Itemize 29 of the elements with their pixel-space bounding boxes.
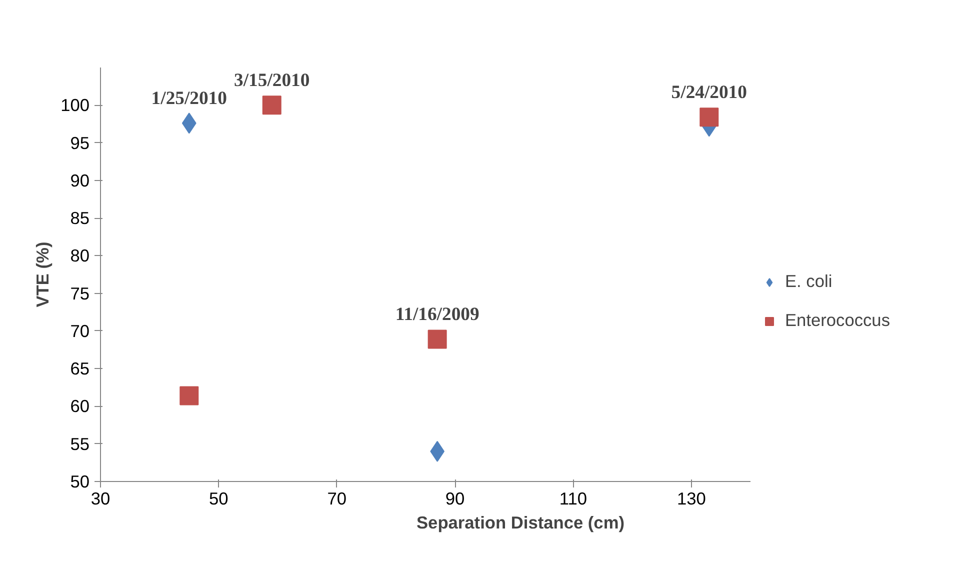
y-tick-label: 60 [70, 396, 90, 416]
x-tick-label: 130 [676, 488, 706, 508]
point [262, 96, 282, 115]
legend-label: Enterococcus [785, 310, 890, 331]
x-tick-label: 30 [90, 488, 110, 508]
x-axis-title: Separation Distance (cm) [416, 512, 624, 532]
y-axis-title: VTE (%) [32, 242, 53, 308]
x-tick-label: 50 [209, 488, 228, 508]
y-tick-label: 55 [70, 434, 90, 454]
y-tick-label: 75 [70, 283, 90, 304]
legend-label: E. coli [785, 271, 832, 292]
point [180, 386, 199, 406]
y-tick-label: 90 [70, 170, 90, 190]
y-tick-label: 95 [70, 132, 90, 153]
y-tick-label: 80 [70, 246, 90, 266]
y-tick-label: 65 [70, 358, 90, 379]
x-tick-label: 110 [559, 488, 588, 508]
x-tick-label: 90 [445, 488, 465, 508]
y-tick-label: 85 [70, 208, 90, 228]
y-tick-label: 100 [60, 95, 90, 116]
y-tick-label: 70 [70, 320, 90, 341]
point [700, 108, 719, 127]
annotation: 1/25/2010 [151, 88, 227, 110]
annotation: 3/15/2010 [234, 70, 310, 92]
y-tick-label: 50 [70, 472, 90, 492]
x-tick-label: 70 [327, 488, 347, 508]
point [428, 330, 447, 349]
annotation: 5/24/2010 [671, 82, 747, 104]
annotation: 11/16/2009 [395, 304, 480, 326]
